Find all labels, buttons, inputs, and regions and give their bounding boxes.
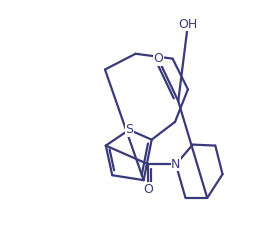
- Text: O: O: [144, 182, 153, 196]
- Text: O: O: [153, 52, 163, 65]
- Text: N: N: [171, 158, 181, 171]
- Text: S: S: [125, 123, 133, 136]
- Text: OH: OH: [178, 18, 198, 31]
